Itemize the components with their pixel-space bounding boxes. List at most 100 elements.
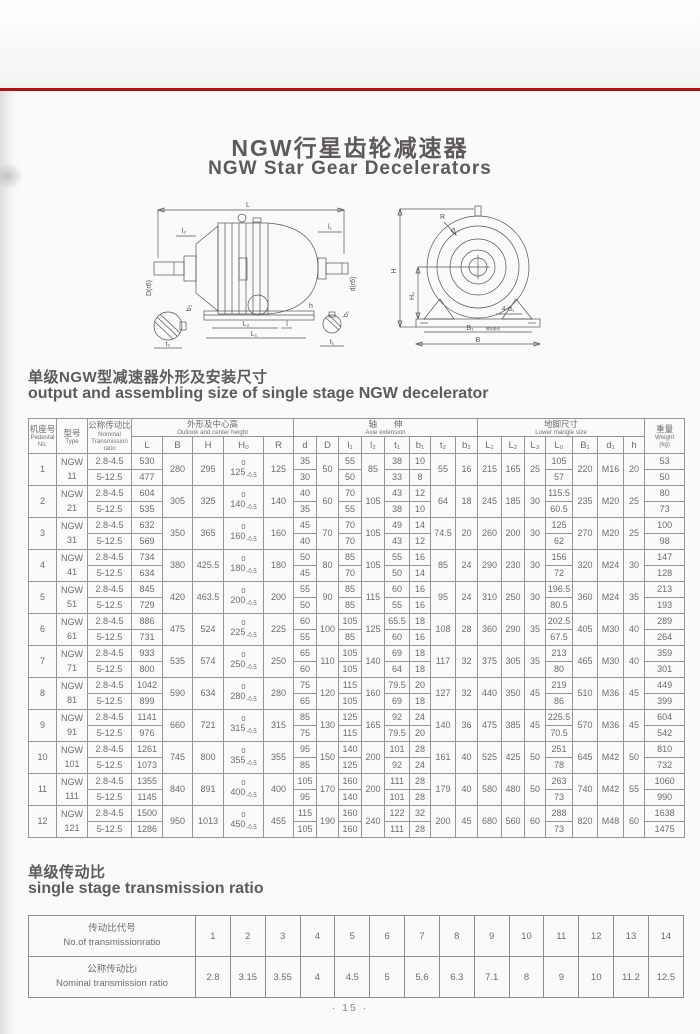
cell-H: 800	[192, 741, 224, 775]
cell-d: 85	[293, 709, 317, 727]
header-pedestal-no: 机座号 Pedestal No.	[28, 417, 57, 455]
cell-weight: 732	[644, 757, 686, 775]
cell-L3: 45	[524, 677, 546, 711]
cell-R: 355	[263, 741, 294, 775]
ratio-value: 4	[299, 956, 336, 998]
cell-L0: 225.5	[545, 709, 573, 727]
cell-R: 455	[263, 805, 294, 839]
cell-L: 976	[131, 725, 163, 743]
header-col-H: H	[192, 436, 224, 455]
cell-L: 1500	[131, 805, 163, 823]
cell-l1: 140	[338, 789, 362, 807]
cell-L0: 78	[545, 757, 573, 775]
cell-H0: 0 280-0.5	[223, 677, 264, 711]
dim-d-r6: d(r6)	[350, 277, 357, 292]
cell-B1: 270	[572, 517, 598, 551]
cell-L0: 196.5	[545, 581, 573, 599]
cell-B: 280	[162, 453, 193, 487]
cell-B: 950	[162, 805, 193, 839]
cell-L: 734	[131, 549, 163, 567]
cell-weight: 990	[644, 789, 686, 807]
cell-weight: 542	[644, 725, 686, 743]
cell-d1: M36	[597, 677, 624, 711]
section2-heading-en: single stage transmission ratio	[28, 880, 264, 897]
cell-weight: 147	[644, 549, 686, 567]
cell-H0: 0 180-0.5	[223, 549, 264, 583]
cell-B: 305	[162, 485, 193, 519]
cell-b1: 16	[409, 629, 431, 647]
cell-type: NGW 81	[56, 677, 88, 711]
ratio-value: 2	[229, 915, 266, 957]
cell-d: 105	[293, 773, 317, 791]
cell-L0: 80.5	[545, 597, 573, 615]
cell-L0: 57	[545, 469, 573, 487]
cell-t1: 69	[384, 645, 410, 663]
cell-pedestal-no: 8	[28, 677, 57, 711]
cell-H: 295	[192, 453, 224, 487]
cell-b1: 24	[409, 757, 431, 775]
cell-L0: 251	[545, 741, 573, 759]
header-col-l: l₂	[361, 436, 385, 455]
cell-ratio: 5-12.5	[87, 533, 132, 551]
cell-t2: 74.5	[430, 517, 456, 551]
cell-L2: 230	[501, 549, 525, 583]
cell-L1: 245	[477, 485, 502, 519]
ratio-value: 5	[334, 915, 371, 957]
dim-H0: H₀	[409, 292, 416, 300]
ratio-value: 10	[508, 915, 545, 957]
cell-L1: 475	[477, 709, 502, 743]
cell-H0: 0 225-0.5	[223, 613, 264, 647]
cell-pedestal-no: 11	[28, 773, 57, 807]
ratio-value: 7	[404, 915, 440, 957]
cell-t2: 117	[430, 645, 456, 679]
cell-l1: 85	[338, 597, 362, 615]
cell-l1: 105	[338, 645, 362, 663]
cell-b2: 20	[455, 517, 478, 551]
cell-ratio: 2.8-4.5	[87, 805, 132, 823]
cell-d1: M36	[597, 709, 624, 743]
cell-weight: 193	[644, 597, 686, 615]
cell-ratio: 5-12.5	[87, 501, 132, 519]
ratio-value: 11.2	[613, 956, 649, 998]
cell-t1: 101	[384, 741, 410, 759]
cell-l1: 160	[338, 805, 362, 823]
cell-H0: 0 315-0.5	[223, 709, 264, 743]
cell-L0: 263	[545, 773, 573, 791]
cell-pedestal-no: 1	[28, 453, 57, 487]
cell-L3: 35	[524, 613, 546, 647]
cell-b1: 16	[409, 549, 431, 567]
cell-d: 105	[293, 821, 317, 839]
cell-b1: 28	[409, 773, 431, 791]
main-table: 机座号 Pedestal No. 型号 Type 公称传动比 Nominal Transmis…	[28, 417, 686, 839]
cell-h: 25	[622, 517, 646, 551]
cell-h: 50	[622, 741, 646, 775]
cell-weight: 289	[644, 613, 686, 631]
ratio-value: 5.6	[404, 956, 440, 998]
header-col-L: L₀	[545, 436, 573, 455]
cell-l1: 105	[338, 693, 362, 711]
ratio-value: 3	[264, 915, 301, 957]
cell-ratio: 2.8-4.5	[87, 741, 132, 759]
cell-H: 463.5	[192, 581, 224, 615]
cell-h: 60	[622, 805, 646, 839]
ratio-value: 12.5	[647, 956, 684, 998]
cell-pedestal-no: 9	[28, 709, 57, 743]
dim-L1: L₁	[251, 331, 258, 338]
ratio-value: 14	[647, 915, 684, 957]
cell-B: 840	[162, 773, 193, 807]
cell-D: 190	[316, 805, 339, 839]
dim-B1-note: 螺栓基线	[486, 326, 500, 331]
header-col-d: d	[293, 436, 317, 455]
cell-L1: 375	[477, 645, 502, 679]
cell-t1: 64	[384, 661, 410, 679]
cell-L3: 25	[524, 453, 546, 487]
cell-L: 1042	[131, 677, 163, 695]
cell-d1: M30	[597, 645, 624, 679]
cell-h: 20	[622, 453, 646, 487]
dim-L2: L₂	[243, 321, 250, 328]
cell-L2: 290	[501, 613, 525, 647]
cell-h: 40	[622, 645, 646, 679]
cell-h: 40	[622, 613, 646, 647]
cell-H0: 0 140-0.5	[223, 485, 264, 519]
table-row: 公称传动比i Nominal transmission ratio 2.8 3.15 3…	[28, 956, 684, 998]
